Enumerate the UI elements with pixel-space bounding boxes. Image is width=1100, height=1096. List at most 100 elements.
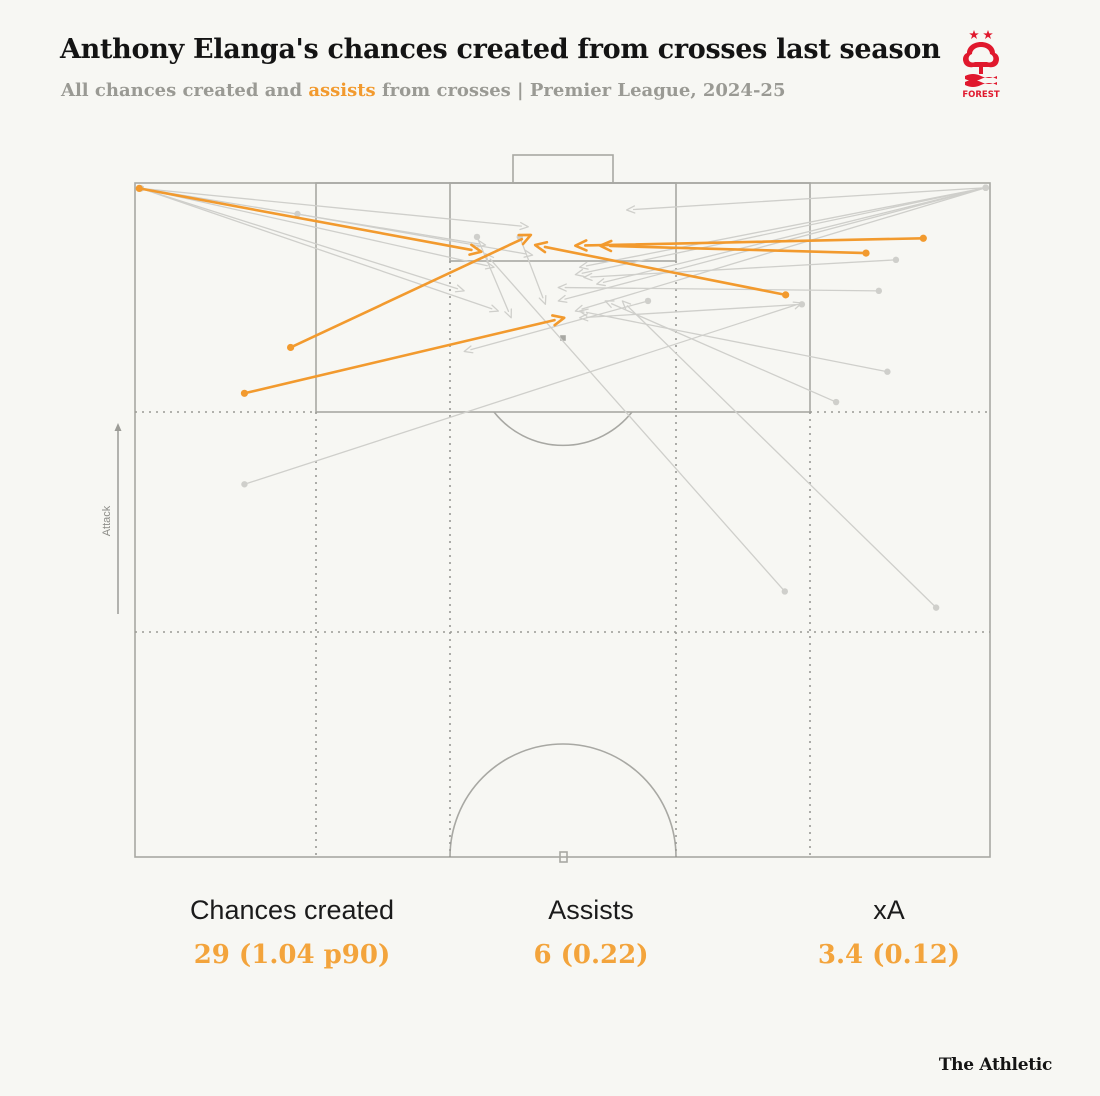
stat-label: xA xyxy=(873,895,905,925)
assist-pass-line xyxy=(289,237,524,349)
chance-pass-origin xyxy=(294,210,301,218)
chance-pass-line xyxy=(581,187,987,310)
assist-passes xyxy=(135,184,927,397)
chance-pass-arrowhead xyxy=(489,304,500,313)
chart-title: Anthony Elanga's chances created from cr… xyxy=(60,34,941,65)
logo-text: FOREST xyxy=(962,90,1000,100)
chance-pass-line xyxy=(140,187,488,267)
six-yard-box xyxy=(449,182,677,262)
chance-pass xyxy=(484,253,788,595)
chance-pass-arrowhead xyxy=(519,221,529,231)
chance-pass-arrowhead xyxy=(583,272,593,282)
chance-pass xyxy=(604,300,840,406)
chance-pass-arrowhead xyxy=(792,301,803,310)
assist-pass-arrowhead xyxy=(517,233,533,246)
chance-pass-line xyxy=(585,303,803,319)
chance-pass-origin xyxy=(875,287,883,295)
chance-pass-origin xyxy=(473,233,481,241)
assist-pass-line xyxy=(584,236,925,247)
chance-pass-arrowhead xyxy=(621,300,632,310)
center-circle xyxy=(449,743,677,858)
chance-pass-line xyxy=(581,187,987,274)
chance-pass-arrowhead xyxy=(557,294,568,303)
assist-pass xyxy=(287,233,533,352)
chance-pass-line xyxy=(585,311,889,373)
chance-pass-arrowhead xyxy=(454,284,465,293)
chance-pass-line xyxy=(519,236,544,299)
chance-pass-line xyxy=(585,187,987,267)
chance-pass xyxy=(583,256,900,282)
assist-pass xyxy=(574,234,927,252)
attack-indicator: Attack xyxy=(101,423,122,614)
assist-pass-arrowhead xyxy=(468,243,483,256)
stat-assists: Assists 6 (0.22) xyxy=(431,895,751,970)
pitch-outline xyxy=(134,182,991,858)
chance-pass-arrowhead xyxy=(578,308,589,317)
chance-pass-line xyxy=(296,213,527,255)
chance-pass-arrowhead xyxy=(578,261,589,270)
stat-value: 29 (1.04 p90) xyxy=(193,940,391,970)
chance-pass-arrowhead xyxy=(625,205,636,214)
chance-pass-arrowhead xyxy=(557,283,567,292)
chance-pass-arrowhead xyxy=(596,278,606,287)
chance-pass-origin xyxy=(884,368,891,375)
chance-pass-arrowhead xyxy=(538,294,547,305)
attack-label: Attack xyxy=(101,505,113,536)
subtitle-prefix: All chances created and xyxy=(61,80,309,101)
chance-pass-origin xyxy=(644,297,652,305)
chance-pass-origin xyxy=(982,184,989,191)
chance-pass xyxy=(574,184,989,278)
assist-pass-origin xyxy=(135,184,143,192)
chance-pass-origin xyxy=(781,588,788,595)
assist-pass-arrowhead xyxy=(551,314,566,327)
assist-pass-arrowhead xyxy=(598,239,613,253)
chance-pass-arrowhead xyxy=(574,268,585,278)
chance-pass-arrowhead xyxy=(484,261,495,270)
assist-pass xyxy=(135,184,483,256)
assist-pass-line xyxy=(137,187,473,252)
chance-pass-line xyxy=(243,304,796,485)
chance-pass-line xyxy=(590,259,897,278)
chance-pass-arrowhead xyxy=(463,345,474,354)
chance-pass-line xyxy=(632,187,987,211)
chance-pass-line xyxy=(626,305,937,609)
subtitle-highlight: assists xyxy=(308,80,376,101)
stat-value: 6 (0.22) xyxy=(533,940,649,970)
chance-pass-line xyxy=(140,187,493,310)
stat-label: Assists xyxy=(548,895,634,925)
chance-pass-origin xyxy=(932,604,940,611)
chance-pass-line xyxy=(564,286,880,292)
chance-pass xyxy=(578,308,891,375)
chance-passes xyxy=(137,184,989,611)
chart-subtitle: All chances created and assists from cro… xyxy=(61,80,785,101)
stat-value: 3.4 (0.12) xyxy=(817,940,961,970)
chance-pass xyxy=(621,300,940,611)
assist-pass-line xyxy=(608,244,868,255)
pitch-chart: Attack xyxy=(101,154,991,863)
chance-pass xyxy=(473,233,512,319)
top-goal xyxy=(512,154,614,184)
assist-pass-arrowhead xyxy=(533,240,549,254)
chance-pass-origin xyxy=(832,398,840,406)
chance-pass-line xyxy=(140,187,522,227)
chance-pass-line xyxy=(140,187,459,290)
chance-pass-line xyxy=(489,258,786,593)
chance-pass-arrowhead xyxy=(504,308,512,319)
assist-pass-origin xyxy=(782,291,790,299)
assist-pass-origin xyxy=(919,234,927,242)
chance-pass-arrowhead xyxy=(484,253,495,263)
zone-lines xyxy=(135,261,990,857)
chance-pass xyxy=(463,297,652,354)
center-spot xyxy=(559,851,568,863)
assist-pass-line xyxy=(543,245,787,297)
assist-pass-origin xyxy=(862,249,870,257)
assist-pass-line xyxy=(243,318,556,395)
chance-pass-origin xyxy=(241,481,248,488)
assist-pass xyxy=(240,314,566,397)
brand-logo: The Athletic xyxy=(938,1055,1052,1075)
chance-pass-arrowhead xyxy=(604,300,615,309)
stat-xa: xA 3.4 (0.12) xyxy=(729,895,1049,970)
chance-pass xyxy=(241,301,803,488)
assist-pass-origin xyxy=(240,389,249,397)
stat-chances-created: Chances created 29 (1.04 p90) xyxy=(132,895,452,970)
